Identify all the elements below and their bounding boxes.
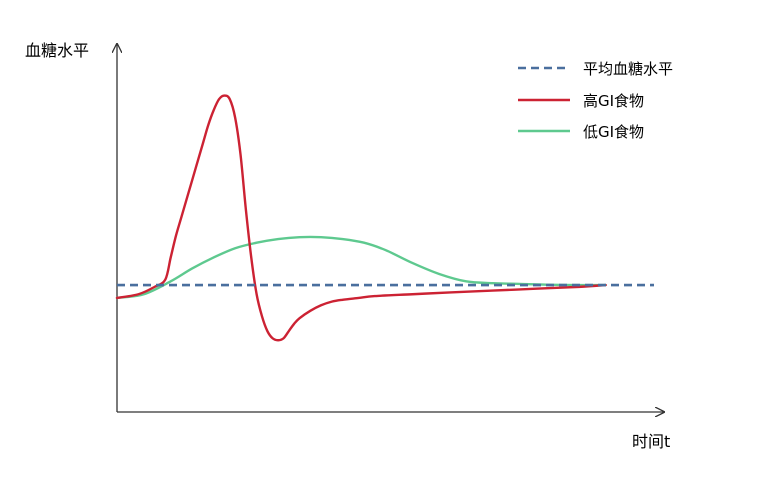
legend: 平均血糖水平 高GI食物 低GI食物 — [518, 60, 673, 141]
legend-label-average: 平均血糖水平 — [583, 60, 673, 78]
x-axis-label: 时间t — [632, 432, 670, 451]
y-axis-label: 血糖水平 — [25, 41, 89, 60]
series-high-gi-line — [115, 94, 607, 342]
legend-label-low-gi: 低GI食物 — [583, 123, 644, 141]
legend-label-high-gi: 高GI食物 — [583, 92, 644, 110]
series-layer — [115, 94, 654, 342]
